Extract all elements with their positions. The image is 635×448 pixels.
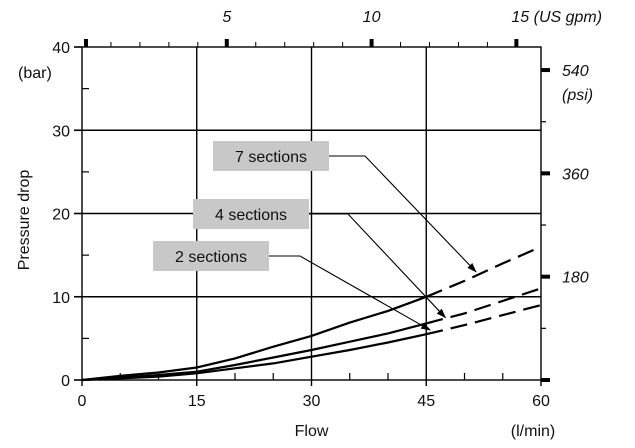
axes <box>74 39 550 386</box>
annotation-box <box>193 199 309 229</box>
series-line <box>81 322 427 382</box>
annotation-label: 7 sections <box>235 149 307 166</box>
right-tick-label: 360 <box>562 166 589 183</box>
y-unit-label: (bar) <box>18 65 52 82</box>
y-tick-label: 0 <box>61 373 70 390</box>
top-tick-label: 5 <box>222 9 231 26</box>
x-tick-label: 60 <box>532 393 550 410</box>
series-line-dashed <box>426 304 542 336</box>
series-line <box>81 295 427 382</box>
y-tick-label: 40 <box>52 40 70 57</box>
series-line-dashed <box>426 287 542 325</box>
x-tick-label: 0 <box>78 393 87 410</box>
annotation-box <box>153 241 269 271</box>
y-axis-title: Pressure drop <box>16 170 33 271</box>
axis-labels: 0 15 30 45 60 0 10 20 30 40 5 10 15 (US gpm) 180 360 54… <box>16 9 602 440</box>
top-tick-label: 10 <box>363 9 381 26</box>
x-unit-label: (l/min) <box>511 423 555 440</box>
annotation-box <box>213 141 329 171</box>
annotation-label: 2 sections <box>175 249 247 266</box>
x-tick-label: 15 <box>188 393 206 410</box>
annotation-label: 4 sections <box>215 207 287 224</box>
series-line-dashed <box>425 245 542 298</box>
y-tick-label: 30 <box>52 123 70 140</box>
x-tick-label: 45 <box>417 393 435 410</box>
annotation-leader <box>309 213 447 319</box>
x-axis-title: Flow <box>295 423 329 440</box>
annotation-leader <box>269 255 431 331</box>
right-tick-label: 540 <box>562 63 589 80</box>
right-axis-unit: (psi) <box>562 87 593 104</box>
top-tick-label: 15 (US gpm) <box>511 9 602 26</box>
series-line <box>81 333 427 382</box>
right-tick-label: 180 <box>562 270 589 287</box>
y-tick-label: 20 <box>52 207 70 224</box>
series-lines <box>81 245 542 382</box>
annotation-leader <box>329 155 477 273</box>
x-tick-label: 30 <box>303 393 321 410</box>
annotations: 7 sections 4 sections 2 sections <box>153 141 477 331</box>
y-tick-label: 10 <box>52 290 70 307</box>
